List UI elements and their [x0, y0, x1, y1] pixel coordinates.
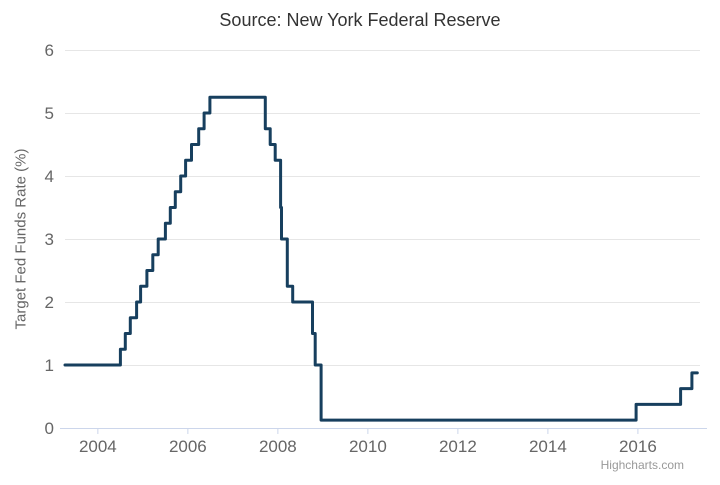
y-tick-label: 4	[45, 167, 54, 186]
x-tick-label: 2016	[619, 437, 657, 456]
x-tick-label: 2006	[169, 437, 207, 456]
x-axis-labels: 2004 2006 2008 2010 2012 2014 2016	[79, 428, 657, 456]
y-tick-label: 1	[45, 356, 54, 375]
y-axis-labels: 0 1 2 3 4 5 6	[45, 41, 54, 438]
x-tick-label: 2008	[259, 437, 297, 456]
y-tick-label: 0	[45, 419, 54, 438]
highcharts-credits-link[interactable]: Highcharts.com	[600, 458, 684, 472]
y-tick-label: 5	[45, 104, 54, 123]
y-tick-label: 3	[45, 230, 54, 249]
x-tick-label: 2010	[349, 437, 387, 456]
y-tick-label: 6	[45, 41, 54, 60]
chart-title: Source: New York Federal Reserve	[219, 10, 501, 30]
x-tick-label: 2014	[529, 437, 567, 456]
x-tick-label: 2012	[439, 437, 477, 456]
y-tick-label: 2	[45, 293, 54, 312]
series-line-target-fed-funds-rate[interactable]	[63, 95, 699, 422]
x-tick-label: 2004	[79, 437, 117, 456]
